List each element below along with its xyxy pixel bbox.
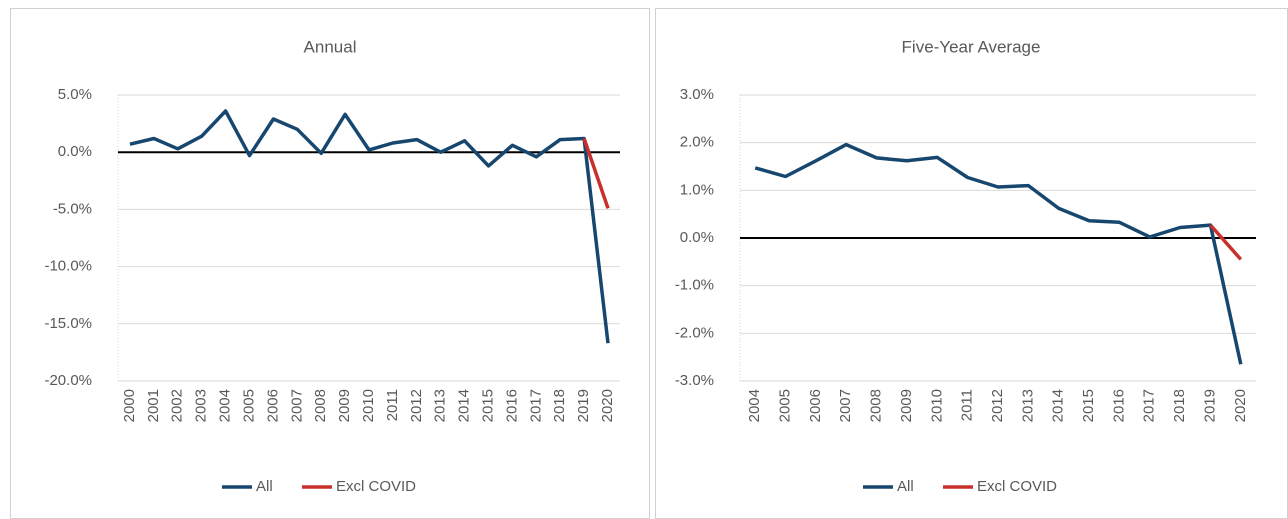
x-tick-label: 2006 xyxy=(807,389,824,422)
x-tick-label: 2013 xyxy=(432,389,449,422)
x-tick-label: 2017 xyxy=(1141,389,1158,422)
y-tick-label: -10.0% xyxy=(44,258,92,275)
y-tick-label: 2.0% xyxy=(680,134,714,151)
x-tick-label: 2007 xyxy=(288,389,305,422)
x-tick-label: 2009 xyxy=(898,389,915,422)
x-tick-label: 2015 xyxy=(1080,389,1097,422)
y-tick-label: 1.0% xyxy=(680,181,714,198)
x-tick-label: 2016 xyxy=(1110,389,1127,422)
x-tick-label: 2020 xyxy=(1232,389,1249,422)
x-tick-label: 2020 xyxy=(599,389,616,422)
data-line xyxy=(582,137,610,209)
x-tick-label: 2016 xyxy=(503,389,520,422)
y-tick-label: -1.0% xyxy=(675,277,714,294)
panel-border xyxy=(10,8,650,519)
x-tick-label: 2017 xyxy=(527,389,544,422)
data-line xyxy=(1209,223,1243,261)
x-tick-label: 2010 xyxy=(928,389,945,422)
x-tick-label: 2019 xyxy=(1201,389,1218,422)
x-tick-label: 2005 xyxy=(240,389,257,422)
x-tick-label: 2011 xyxy=(959,389,976,421)
x-tick-label: 2014 xyxy=(456,389,473,422)
legend-label: All xyxy=(256,478,273,495)
x-tick-label: 2014 xyxy=(1050,389,1067,422)
x-tick-label: 2006 xyxy=(264,389,281,422)
y-tick-label: 0.0% xyxy=(58,143,92,160)
legend-label: Excl COVID xyxy=(336,478,416,495)
x-tick-label: 2009 xyxy=(336,389,353,422)
y-tick-label: -3.0% xyxy=(675,372,714,389)
data-line xyxy=(129,109,610,344)
x-tick-label: 2008 xyxy=(868,389,885,422)
y-tick-label: 5.0% xyxy=(58,86,92,103)
y-tick-label: 0.0% xyxy=(680,229,714,246)
x-tick-label: 2008 xyxy=(312,389,329,422)
x-tick-label: 2007 xyxy=(837,389,854,422)
x-tick-label: 2012 xyxy=(989,389,1006,422)
x-tick-label: 2003 xyxy=(193,389,210,422)
y-tick-label: 3.0% xyxy=(680,86,714,103)
x-tick-label: 2002 xyxy=(169,389,186,422)
x-tick-label: 2005 xyxy=(776,389,793,422)
x-tick-label: 2013 xyxy=(1019,389,1036,422)
data-line xyxy=(754,142,1243,365)
y-tick-label: -20.0% xyxy=(44,372,92,389)
y-tick-label: -5.0% xyxy=(53,200,92,217)
x-tick-label: 2012 xyxy=(408,389,425,422)
x-tick-label: 2000 xyxy=(121,389,138,422)
x-tick-label: 2018 xyxy=(551,389,568,422)
x-tick-label: 2004 xyxy=(217,389,234,422)
legend-label: All xyxy=(897,478,914,495)
x-tick-label: 2001 xyxy=(145,389,162,422)
chart-title: Five-Year Average xyxy=(902,37,1041,56)
panel-border xyxy=(655,8,1288,519)
y-tick-label: -15.0% xyxy=(44,315,92,332)
x-tick-label: 2004 xyxy=(746,389,763,422)
y-tick-label: -2.0% xyxy=(675,324,714,341)
x-tick-label: 2018 xyxy=(1171,389,1188,422)
legend-label: Excl COVID xyxy=(977,478,1057,495)
x-tick-label: 2015 xyxy=(479,389,496,422)
chart-title: Annual xyxy=(304,37,357,56)
x-tick-label: 2011 xyxy=(384,389,401,421)
x-tick-label: 2019 xyxy=(575,389,592,422)
x-tick-label: 2010 xyxy=(360,389,377,422)
